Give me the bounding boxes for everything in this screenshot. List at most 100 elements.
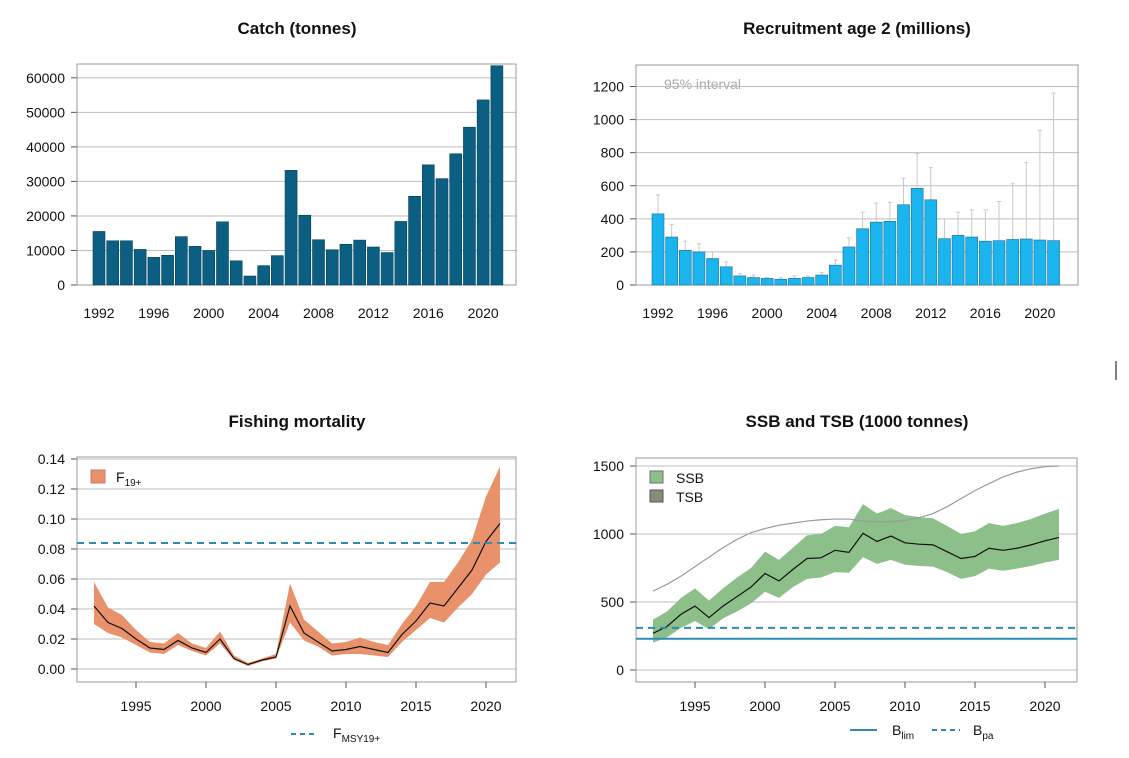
- x-tick-label: 2015: [400, 698, 431, 714]
- x-tick-label: 2000: [752, 305, 783, 321]
- x-tick-label: 2004: [248, 305, 279, 321]
- bar-2012: [367, 246, 380, 286]
- bar-2007: [298, 214, 312, 286]
- x-tick-label: 1992: [642, 305, 673, 321]
- bar-2019: [1019, 238, 1033, 286]
- y-tick-label: 0: [616, 662, 624, 678]
- bar-1995: [133, 249, 147, 286]
- bar-2017: [992, 240, 1006, 286]
- y-tick-label: 60000: [26, 70, 65, 86]
- bar-2020: [476, 99, 490, 286]
- x-tick-label: 2010: [889, 698, 920, 714]
- bar-2021: [490, 65, 504, 286]
- fishing-mortality-chart: 0.00 0.02 0.04 0.06 0.08 0.10 0.12 0.14 1995 2000…: [38, 451, 517, 745]
- y-tick-label: 600: [601, 178, 625, 194]
- bar-2006: [842, 246, 856, 286]
- bar-2018: [1006, 239, 1019, 286]
- y-tick-label: 10000: [26, 242, 65, 258]
- legend-swatch-f: [90, 469, 106, 484]
- x-tick-label: 2012: [915, 305, 946, 321]
- bar-2004: [815, 274, 828, 286]
- x-tick-label: 2020: [1029, 698, 1060, 714]
- x-tick-label: 2004: [806, 305, 837, 321]
- legend-swatch-tsb: [649, 489, 664, 503]
- bar-1994: [120, 240, 133, 286]
- y-tick-label: 20000: [26, 208, 65, 224]
- legend-label-tsb: TSB: [676, 489, 703, 505]
- bar-2018: [449, 153, 463, 286]
- legend-label-f: F19+: [116, 469, 142, 489]
- bar-2001: [774, 278, 788, 286]
- bar-1995: [692, 251, 706, 286]
- y-tick-label: 0.04: [38, 601, 65, 617]
- bar-2002: [229, 260, 243, 286]
- bar-2003: [243, 275, 257, 286]
- bar-1998: [175, 236, 188, 286]
- bar-2010: [339, 243, 353, 286]
- x-tick-label: 1995: [679, 698, 710, 714]
- y-tick-label: 200: [601, 244, 625, 260]
- bar-2003: [801, 277, 815, 286]
- bar-2008: [869, 221, 883, 286]
- catch-chart: 0 10000 20000 30000 40000 50000 60000 1992 1996 2…: [26, 63, 517, 321]
- bar-1992: [92, 231, 106, 286]
- bar-1997: [719, 266, 733, 286]
- recruitment-chart: 0 200 400 600 800 1000 1200 1992 1996 2000 2004 200…: [593, 64, 1079, 321]
- bar-2014: [951, 235, 965, 286]
- bar-1998: [733, 275, 747, 286]
- bar-2011: [353, 239, 366, 286]
- bar-2009: [883, 221, 897, 286]
- x-tick-label: 2020: [470, 698, 501, 714]
- bar-2001: [216, 221, 229, 286]
- bar-2013: [938, 238, 951, 286]
- legend-label-blim: Blim: [892, 722, 914, 742]
- x-tick-label: 2000: [749, 698, 780, 714]
- bar-2020: [1033, 239, 1047, 286]
- band-ssb: [653, 504, 1059, 643]
- catch-title: Catch (tonnes): [238, 19, 357, 38]
- y-tick-label: 30000: [26, 173, 65, 189]
- bar-2008: [312, 239, 325, 286]
- bar-2016: [421, 164, 435, 286]
- bar-1996: [147, 257, 161, 286]
- x-tick-label: 1996: [697, 305, 728, 321]
- y-tick-label: 1200: [593, 79, 624, 95]
- x-tick-label: 2008: [303, 305, 334, 321]
- legend-label-bpa: Bpa: [973, 722, 994, 742]
- x-tick-label: 2012: [358, 305, 389, 321]
- x-tick-label: 1992: [83, 305, 114, 321]
- y-tick-label: 0.00: [38, 661, 65, 677]
- y-tick-label: 40000: [26, 139, 65, 155]
- bar-2013: [380, 252, 394, 286]
- y-tick-label: 800: [601, 145, 625, 161]
- plot-frame: [76, 456, 517, 683]
- y-tick-label: 50000: [26, 104, 65, 120]
- bar-2000: [760, 278, 774, 286]
- x-tick-label: 2008: [861, 305, 892, 321]
- legend-swatch-ssb: [649, 470, 664, 484]
- bar-2002: [788, 278, 801, 286]
- bar-2015: [965, 236, 979, 286]
- line-f: [93, 523, 501, 666]
- y-tick-label: 1000: [593, 526, 624, 542]
- ssb-tsb-chart: 0 500 1000 1500 1995 2000 2005 2010 2015 2020 SSB T…: [593, 457, 1078, 742]
- bar-2017: [435, 178, 449, 286]
- y-tick-label: 0.12: [38, 481, 65, 497]
- bar-2016: [979, 240, 992, 286]
- band-f: [94, 466, 500, 666]
- bar-1996: [706, 258, 719, 286]
- bar-2012: [924, 199, 938, 286]
- line-tsb: [652, 465, 1060, 592]
- y-tick-label: 1500: [593, 458, 624, 474]
- y-tick-label: 0.14: [38, 451, 65, 467]
- bar-2006: [284, 170, 298, 286]
- x-tick-label: 2020: [468, 305, 499, 321]
- x-tick-label: 2020: [1024, 305, 1055, 321]
- plot-frame: [635, 457, 1078, 683]
- x-tick-label: 2000: [190, 698, 221, 714]
- bar-2014: [394, 221, 408, 286]
- y-tick-label: 0.08: [38, 541, 65, 557]
- legend-label-ssb: SSB: [676, 470, 704, 486]
- x-tick-label: 2010: [330, 698, 361, 714]
- bar-2009: [325, 249, 339, 286]
